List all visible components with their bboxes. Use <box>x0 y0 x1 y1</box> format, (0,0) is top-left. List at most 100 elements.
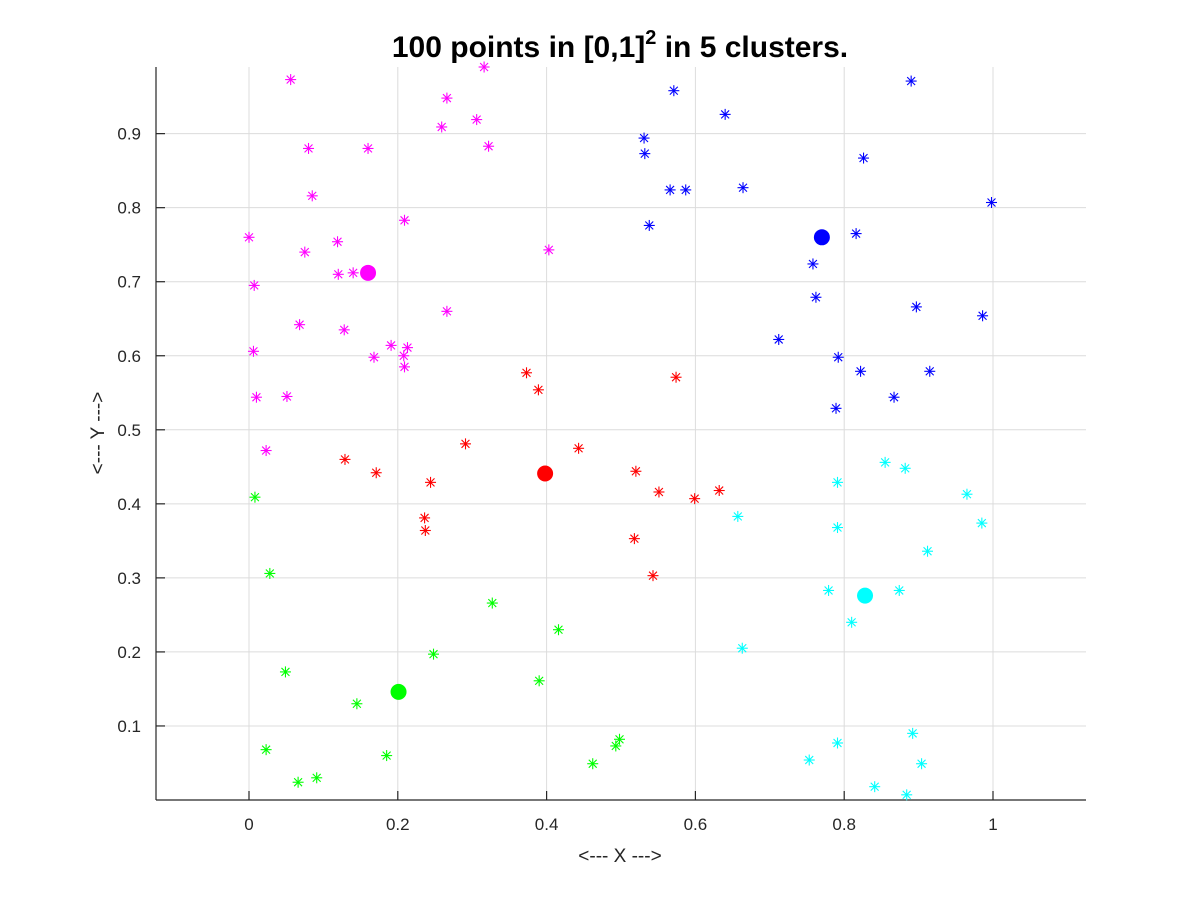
y-tick-label: 0.9 <box>117 125 141 144</box>
data-point-series-2 <box>850 228 862 240</box>
data-point-series-4 <box>832 737 844 749</box>
data-point-series-1 <box>385 339 397 351</box>
centroid-series-4 <box>857 587 874 604</box>
data-point-series-2 <box>910 301 922 313</box>
data-point-series-4 <box>846 616 858 628</box>
data-point-series-1 <box>338 324 350 336</box>
data-point-series-1 <box>436 121 448 133</box>
data-point-series-1 <box>398 350 410 362</box>
data-point-series-2 <box>737 182 749 194</box>
data-point-series-5 <box>610 740 622 752</box>
data-point-series-5 <box>279 666 291 678</box>
data-point-series-3 <box>630 465 642 477</box>
data-point-series-3 <box>521 367 533 379</box>
data-points <box>243 61 998 801</box>
data-point-series-5 <box>587 758 599 770</box>
data-point-series-5 <box>486 597 498 609</box>
data-point-series-4 <box>879 456 891 468</box>
data-point-series-1 <box>306 190 318 202</box>
centroid-series-5 <box>390 683 407 700</box>
data-point-series-4 <box>922 545 934 557</box>
data-point-series-1 <box>260 445 272 457</box>
y-tick-label: 0.1 <box>117 717 141 736</box>
data-point-series-3 <box>370 467 382 479</box>
data-point-series-3 <box>419 524 431 536</box>
data-point-series-4 <box>893 584 905 596</box>
x-tick-label: 0.6 <box>684 815 708 834</box>
data-point-series-4 <box>823 584 835 596</box>
data-point-series-3 <box>653 486 665 498</box>
data-point-series-1 <box>471 114 483 126</box>
axes <box>155 67 1086 801</box>
data-point-series-1 <box>441 305 453 317</box>
chart-title-rest: in 5 clusters. <box>656 31 848 64</box>
centroid-series-2 <box>813 229 830 246</box>
data-point-series-1 <box>303 142 315 154</box>
y-tick-label: 0.7 <box>117 273 141 292</box>
data-point-series-2 <box>832 351 844 363</box>
data-point-series-2 <box>810 291 822 303</box>
y-tick-label: 0.3 <box>117 569 141 588</box>
data-point-series-2 <box>855 365 867 377</box>
data-point-series-4 <box>901 789 913 801</box>
data-point-series-3 <box>339 453 351 465</box>
data-point-series-2 <box>807 258 819 270</box>
data-point-series-1 <box>483 140 495 152</box>
y-axis-label: <--- Y ---> <box>88 392 109 475</box>
data-point-series-3 <box>532 384 544 396</box>
data-point-series-1 <box>247 345 259 357</box>
x-tick-label: 0.2 <box>386 815 410 834</box>
data-point-series-5 <box>351 698 363 710</box>
data-point-series-1 <box>332 268 344 280</box>
data-point-series-1 <box>281 390 293 402</box>
data-point-series-5 <box>381 750 393 762</box>
data-point-series-3 <box>419 512 431 524</box>
data-point-series-3 <box>425 476 437 488</box>
data-point-series-3 <box>689 493 701 505</box>
data-point-series-4 <box>916 758 928 770</box>
data-point-series-2 <box>643 219 655 231</box>
data-point-series-5 <box>614 733 626 745</box>
data-point-series-1 <box>294 319 306 331</box>
data-point-series-4 <box>907 727 919 739</box>
data-point-series-4 <box>899 462 911 474</box>
data-point-series-3 <box>670 371 682 383</box>
x-tick-label: 0.8 <box>832 815 856 834</box>
data-point-series-2 <box>773 333 785 345</box>
data-point-series-5 <box>553 624 565 636</box>
data-point-series-2 <box>986 196 998 208</box>
centroid-series-1 <box>360 264 377 281</box>
data-point-series-4 <box>732 510 744 522</box>
data-point-series-5 <box>249 491 261 503</box>
data-point-series-3 <box>460 438 472 450</box>
y-tick-label: 0.4 <box>117 495 141 514</box>
data-point-series-4 <box>736 642 748 654</box>
data-point-series-1 <box>243 231 255 243</box>
chart-title-main: 100 points in [0,1] <box>392 31 645 64</box>
x-tick-label: 0.4 <box>535 815 559 834</box>
data-point-series-2 <box>905 75 917 87</box>
data-point-series-5 <box>311 772 323 784</box>
data-point-series-2 <box>680 184 692 196</box>
chart-title-superscript: 2 <box>645 27 656 49</box>
data-point-series-3 <box>647 570 659 582</box>
data-point-series-1 <box>285 74 297 86</box>
data-point-series-5 <box>428 648 440 660</box>
data-point-series-1 <box>543 244 555 256</box>
chart-title: 100 points in [0,1]2 in 5 clusters. <box>392 27 848 64</box>
data-point-series-4 <box>869 781 881 793</box>
data-point-series-1 <box>368 351 380 363</box>
data-point-series-1 <box>299 246 311 258</box>
data-point-series-1 <box>398 361 410 373</box>
y-tick-label: 0.8 <box>117 199 141 218</box>
centroid-series-3 <box>537 465 554 482</box>
data-point-series-4 <box>832 476 844 488</box>
data-point-series-3 <box>713 485 725 497</box>
data-point-series-4 <box>832 522 844 534</box>
data-point-series-2 <box>719 108 731 120</box>
data-point-series-4 <box>976 517 988 529</box>
data-point-series-1 <box>398 214 410 226</box>
x-axis-label: <--- X ---> <box>578 846 661 867</box>
